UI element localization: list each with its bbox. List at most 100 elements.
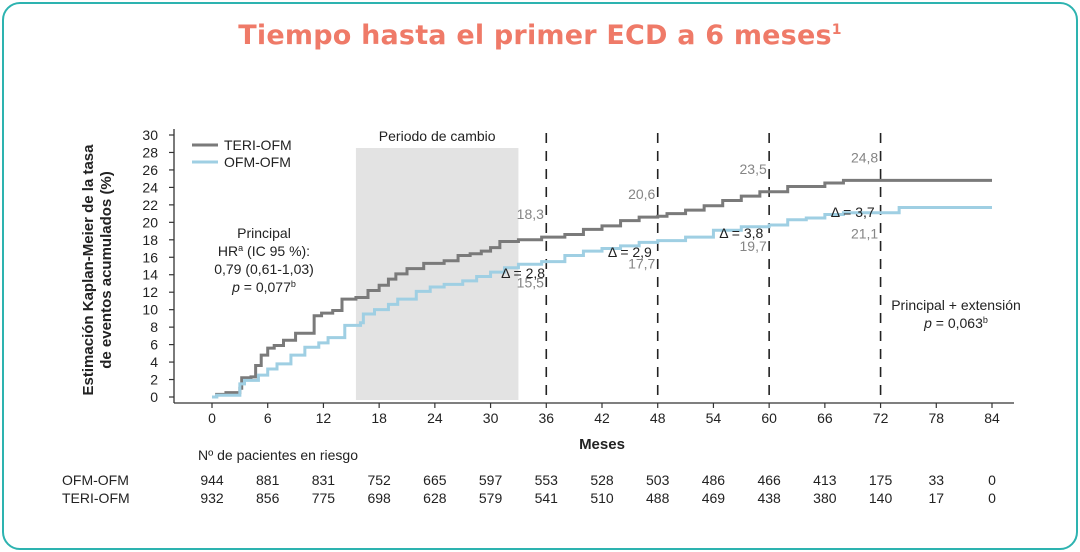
- x-tick-label-78: 78: [928, 410, 944, 426]
- x-tick-label-60: 60: [761, 410, 777, 426]
- extension-label: Principal + extensión: [891, 297, 1021, 313]
- y-tick-label-24: 24: [142, 179, 158, 195]
- risk-cell-teri-ofm-54: 469: [701, 490, 726, 506]
- value-label-ofm-ofm-60: 19,7: [740, 238, 767, 254]
- x-tick-label-48: 48: [650, 410, 666, 426]
- x-tick-label-42: 42: [594, 410, 610, 426]
- y-tick-label-20: 20: [142, 214, 158, 230]
- risk-cell-teri-ofm-30: 579: [478, 490, 503, 506]
- x-tick-label-12: 12: [316, 410, 332, 426]
- value-label-ofm-ofm-48: 17,7: [628, 255, 655, 271]
- y-tick-label-4: 4: [150, 354, 158, 370]
- principal-hr-part-2: (IC 95 %):: [243, 243, 310, 259]
- legend-label-teri-ofm: TERI-OFM: [224, 137, 292, 153]
- principal-p-part-0: p: [231, 279, 240, 295]
- y-tick-label-28: 28: [142, 144, 158, 160]
- value-label-teri-ofm-36: 18,3: [517, 206, 544, 222]
- risk-row-label-teri-ofm: TERI-OFM: [62, 490, 130, 506]
- y-axis-title-line-2: de eventos acumulados (%): [98, 171, 115, 369]
- risk-cell-teri-ofm-6: 856: [256, 490, 280, 506]
- risk-cell-ofm-ofm-60: 466: [757, 472, 781, 488]
- y-tick-label-14: 14: [142, 267, 158, 283]
- series-line-ofm-ofm: [212, 205, 992, 399]
- y-axis-title-line-1: Estimación Kaplan-Meier de la tasa: [80, 144, 97, 396]
- x-tick-label-84: 84: [984, 410, 1000, 426]
- x-tick-label-72: 72: [873, 410, 889, 426]
- x-tick-label-36: 36: [538, 410, 554, 426]
- series-line-teri-ofm: [212, 178, 992, 399]
- risk-cell-teri-ofm-84: 0: [988, 490, 996, 506]
- y-tick-label-26: 26: [142, 162, 158, 178]
- title-footnote: 1: [831, 22, 842, 38]
- value-label-teri-ofm-72: 24,8: [851, 149, 878, 165]
- risk-cell-teri-ofm-72: 140: [868, 490, 893, 506]
- risk-cell-teri-ofm-48: 488: [646, 490, 670, 506]
- risk-cell-ofm-ofm-66: 413: [813, 472, 837, 488]
- switch-period-label: Periodo de cambio: [379, 128, 496, 144]
- risk-cell-teri-ofm-66: 380: [813, 490, 837, 506]
- risk-cell-ofm-ofm-0: 944: [200, 472, 224, 488]
- y-tick-label-22: 22: [142, 197, 158, 213]
- y-axis-title: Estimación Kaplan-Meier de la tasade eve…: [80, 144, 115, 396]
- x-tick-label-66: 66: [817, 410, 833, 426]
- value-label-teri-ofm-48: 20,6: [628, 186, 655, 202]
- principal-hr-part-0: HR: [218, 243, 238, 259]
- risk-cell-ofm-ofm-84: 0: [988, 472, 996, 488]
- risk-row-label-ofm-ofm: OFM-OFM: [62, 472, 129, 488]
- risk-cell-ofm-ofm-36: 553: [534, 472, 558, 488]
- extension-p-part-2: b: [983, 315, 988, 325]
- delta-label-3: Δ = 3,8: [719, 225, 763, 241]
- x-axis-title: Meses: [579, 436, 625, 453]
- x-tick-label-18: 18: [371, 410, 387, 426]
- risk-cell-teri-ofm-36: 541: [534, 490, 558, 506]
- principal-label: Principal: [237, 225, 291, 241]
- risk-cell-ofm-ofm-48: 503: [646, 472, 670, 488]
- x-tick-label-24: 24: [427, 410, 443, 426]
- y-tick-label-8: 8: [150, 319, 158, 335]
- risk-cell-teri-ofm-0: 932: [200, 490, 224, 506]
- y-tick-label-16: 16: [142, 249, 158, 265]
- risk-cell-ofm-ofm-12: 831: [311, 472, 336, 488]
- y-tick-label-0: 0: [150, 389, 158, 405]
- principal-hr-label: HRa (IC 95 %):: [218, 243, 310, 259]
- y-tick-label-2: 2: [150, 372, 158, 388]
- risk-cell-ofm-ofm-30: 597: [478, 472, 503, 488]
- risk-cell-ofm-ofm-24: 665: [423, 472, 447, 488]
- legend-label-ofm-ofm: OFM-OFM: [224, 154, 291, 170]
- switch-period-region: [355, 148, 519, 400]
- value-label-teri-ofm-60: 23,5: [740, 161, 767, 177]
- risk-cell-teri-ofm-60: 438: [757, 490, 781, 506]
- risk-cell-teri-ofm-12: 775: [311, 490, 336, 506]
- extension-p-part-1: = 0,063: [932, 315, 983, 331]
- principal-p-part-1: = 0,077: [240, 279, 291, 295]
- principal-p-part-2: b: [291, 279, 296, 289]
- x-tick-label-30: 30: [483, 410, 499, 426]
- value-label-ofm-ofm-72: 21,1: [851, 226, 878, 242]
- risk-table-header: Nº de pacientes en riesgo: [198, 447, 358, 463]
- principal-hr-part-1: a: [238, 243, 243, 253]
- extension-p-part-0: p: [923, 315, 932, 331]
- principal-hr-value: 0,79 (0,61-1,03): [214, 261, 314, 277]
- delta-label-4: Δ = 3,7: [831, 204, 875, 220]
- principal-p-value: p = 0,077b: [231, 279, 296, 295]
- risk-cell-ofm-ofm-18: 752: [367, 472, 391, 488]
- delta-label-1: Δ = 2,8: [501, 265, 545, 281]
- risk-cell-teri-ofm-42: 510: [590, 490, 614, 506]
- risk-cell-teri-ofm-24: 628: [423, 490, 447, 506]
- value-label-ofm-ofm-36: 15,5: [517, 275, 544, 291]
- y-tick-label-10: 10: [142, 302, 158, 318]
- y-tick-label-18: 18: [142, 232, 158, 248]
- risk-cell-teri-ofm-78: 17: [928, 490, 945, 506]
- y-tick-label-6: 6: [150, 337, 158, 353]
- y-tick-label-12: 12: [142, 284, 158, 300]
- x-tick-label-6: 6: [264, 410, 272, 426]
- risk-cell-teri-ofm-18: 698: [367, 490, 391, 506]
- risk-cell-ofm-ofm-78: 33: [928, 472, 945, 488]
- delta-label-2: Δ = 2,9: [608, 244, 652, 260]
- y-tick-label-30: 30: [142, 127, 158, 143]
- risk-cell-ofm-ofm-72: 175: [868, 472, 893, 488]
- risk-cell-ofm-ofm-42: 528: [590, 472, 614, 488]
- x-tick-label-54: 54: [706, 410, 722, 426]
